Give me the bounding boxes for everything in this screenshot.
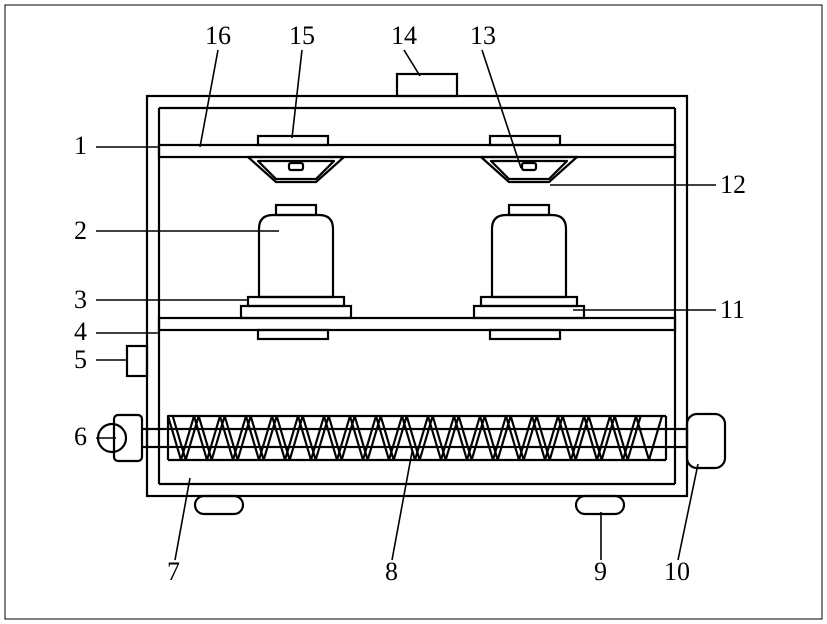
diagram-stroke xyxy=(276,205,316,215)
top-cap xyxy=(397,74,457,96)
diagram-stroke xyxy=(522,163,536,170)
callout-label-7: 7 xyxy=(167,557,180,586)
callout-label-9: 9 xyxy=(594,557,607,586)
diagram-stroke xyxy=(474,306,584,318)
callout-label-2: 2 xyxy=(74,216,87,245)
mid-plate xyxy=(159,318,675,330)
diagram-stroke xyxy=(490,330,560,339)
callout-label-4: 4 xyxy=(74,317,87,346)
callout-label-14: 14 xyxy=(391,21,417,50)
top-plate xyxy=(159,145,675,157)
callout-label-16: 16 xyxy=(205,21,231,50)
diagram-stroke xyxy=(173,416,641,460)
diagram-stroke xyxy=(259,215,333,297)
diagram-stroke xyxy=(200,50,218,147)
callout-label-8: 8 xyxy=(385,557,398,586)
diagram-stroke xyxy=(490,136,560,145)
callout-label-5: 5 xyxy=(74,345,87,374)
diagram-stroke xyxy=(289,163,303,170)
callout-label-1: 1 xyxy=(74,131,87,160)
diagram-stroke xyxy=(292,50,302,138)
worm-cap-right xyxy=(687,414,725,468)
foot-right xyxy=(576,496,624,514)
callout-label-13: 13 xyxy=(470,21,496,50)
diagram-stroke xyxy=(168,416,662,460)
callout-label-11: 11 xyxy=(720,295,745,324)
callout-label-10: 10 xyxy=(664,557,690,586)
diagram-stroke xyxy=(492,215,566,297)
diagram-stroke xyxy=(248,297,344,306)
worm-knob-left xyxy=(114,415,142,461)
diagram-stroke xyxy=(509,205,549,215)
callout-label-3: 3 xyxy=(74,285,87,314)
diagram-stroke xyxy=(258,136,328,145)
diagram-stroke xyxy=(241,306,351,318)
callout-label-6: 6 xyxy=(74,422,87,451)
side-block xyxy=(127,346,147,376)
diagram-stroke xyxy=(481,297,577,306)
callout-label-12: 12 xyxy=(720,170,746,199)
diagram-stroke xyxy=(258,330,328,339)
callout-label-15: 15 xyxy=(289,21,315,50)
diagram-stroke xyxy=(404,50,420,76)
diagram-stroke xyxy=(392,452,412,560)
diagram-stroke xyxy=(175,478,190,560)
foot-left xyxy=(195,496,243,514)
